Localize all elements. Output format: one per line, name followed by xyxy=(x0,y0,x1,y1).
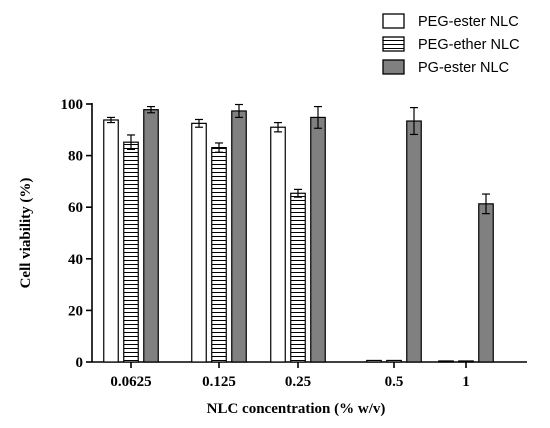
bar-0-2 xyxy=(270,126,286,363)
ticks: 0 20 40 60 80 100 0.0625 0.125 0.25 0.5 1 xyxy=(61,97,470,390)
x-tick-label: 1 xyxy=(462,374,470,390)
bar-0-4 xyxy=(438,360,454,363)
legend-entry-0: PEG-ester NLC xyxy=(382,13,519,30)
bar-2-1 xyxy=(231,110,247,363)
bar-2-3 xyxy=(406,120,422,363)
bar-0-0 xyxy=(103,119,119,363)
error-bars xyxy=(107,103,490,215)
legend-label-1: PEG-ether NLC xyxy=(418,37,520,53)
x-tick-label: 0.125 xyxy=(202,374,236,390)
legend-swatch-2 xyxy=(382,59,405,75)
legend-swatch-0 xyxy=(382,13,405,29)
y-tick-label: 80 xyxy=(68,149,83,165)
bar-1-4 xyxy=(458,360,474,363)
bar-0-3 xyxy=(366,359,382,363)
x-axis-title: NLC concentration (% w/v) xyxy=(207,401,386,417)
bar-1-1 xyxy=(211,147,227,363)
bar-1-2 xyxy=(290,192,306,363)
y-tick-label: 0 xyxy=(76,355,84,371)
x-tick-label: 0.0625 xyxy=(110,374,151,390)
bar-1-0 xyxy=(123,141,139,363)
legend-entry-2: PG-ester NLC xyxy=(382,59,509,76)
bar-0-1 xyxy=(191,122,207,363)
legend-label-0: PEG-ester NLC xyxy=(418,14,519,30)
y-tick-label: 100 xyxy=(61,97,84,113)
y-tick-label: 20 xyxy=(68,303,83,319)
y-tick-label: 60 xyxy=(68,200,83,216)
bar-1-3 xyxy=(386,359,402,363)
legend: PEG-ester NLC PEG-ether NLC PG-ester NLC xyxy=(382,13,520,76)
legend-swatch-1 xyxy=(382,36,405,52)
bar-2-4 xyxy=(478,203,494,363)
x-tick-label: 0.25 xyxy=(285,374,311,390)
legend-label-2: PG-ester NLC xyxy=(418,60,509,76)
bar-2-0 xyxy=(143,109,159,363)
y-tick-label: 40 xyxy=(68,252,83,268)
legend-entry-1: PEG-ether NLC xyxy=(382,36,520,53)
x-tick-label: 0.5 xyxy=(385,374,404,390)
bar-2-2 xyxy=(310,116,326,363)
bars xyxy=(103,109,494,363)
y-axis-title: Cell viability (%) xyxy=(18,178,34,289)
axes xyxy=(91,103,527,363)
